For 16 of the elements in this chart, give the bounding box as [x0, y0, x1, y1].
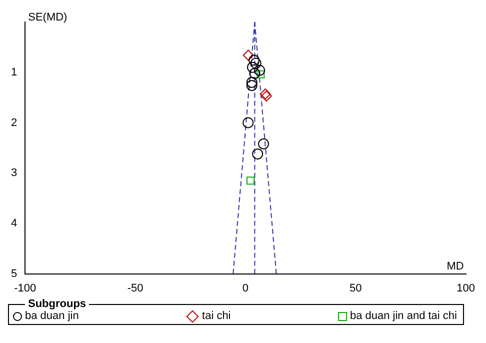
y-tick-label: 1	[10, 66, 18, 78]
legend-title: Subgroups	[27, 298, 88, 310]
legend-label: ba duan jin and tai chi	[350, 310, 457, 322]
x-axis-title: MD	[446, 260, 464, 272]
y-tick-label: 3	[10, 167, 18, 180]
y-tick-label: 2	[10, 116, 18, 129]
x-tick-label: 100	[456, 282, 476, 294]
legend-label: tai chi	[202, 310, 231, 322]
y-tick-label: 5	[10, 268, 18, 280]
y-axis-title: SE(MD)	[28, 12, 68, 24]
x-tick-label: 50	[350, 282, 362, 294]
y-tick-label: 4	[10, 217, 18, 230]
x-tick-label: 0	[242, 282, 249, 294]
x-tick-label: -100	[14, 282, 36, 294]
legend-label: ba duan jin	[25, 310, 79, 322]
x-tick-label: -50	[127, 282, 144, 294]
